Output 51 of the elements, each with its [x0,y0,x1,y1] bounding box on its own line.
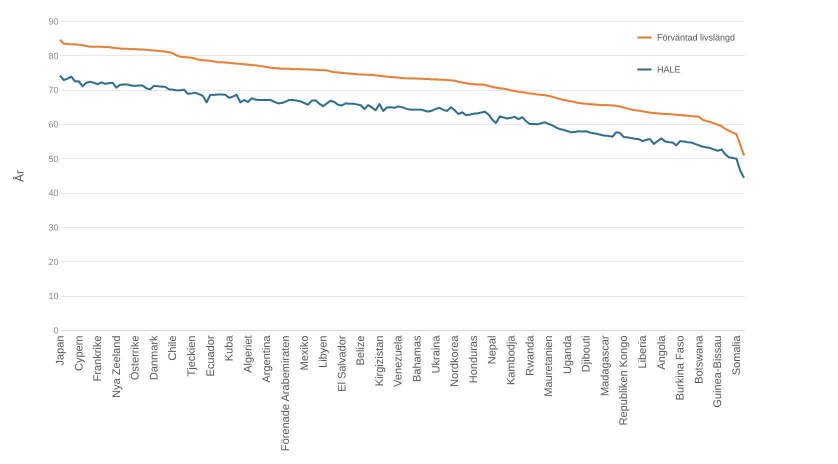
x-tick-label: Uganda [562,334,574,374]
x-tick-label: Mauretanien [543,336,556,397]
x-tick-label: Bahamas [412,335,424,382]
x-tick-label: Kambodja [505,334,518,386]
y-tick-label: 70 [48,85,58,96]
x-tick-label: Tjeckien [186,336,198,376]
legend-label: HALE [657,64,681,74]
x-tick-label: Belize [355,336,368,366]
x-tick-label: Österrike [128,336,142,380]
x-tick-label: Libyen [318,336,330,368]
x-tick-label: Somalia [730,334,743,376]
x-tick-label: Kuba [224,334,236,362]
x-tick-label: Nya Zeeland [110,336,123,398]
x-tick-label: Republiken Kongo [618,336,630,426]
x-tick-label: Förenade Arabemiraten [280,336,292,452]
x-tick-label: Honduras [468,335,480,384]
x-tick-label: El Salvador [336,335,348,392]
x-tick-label: Botswana [693,334,706,384]
x-tick-label: Chile [167,336,180,361]
y-tick-label: 60 [48,120,58,130]
y-tick-label: 0 [53,326,58,336]
x-tick-label: Nepal [486,336,499,364]
y-tick-label: 10 [48,291,58,302]
x-tick-label: Burkina Faso [674,336,687,400]
y-axis-title: År [12,170,26,182]
x-tick-label: Algeriet [242,336,254,373]
x-tick-label: Cypern [73,336,86,371]
y-tick-label: 90 [48,16,58,26]
x-tick-label: Frankrike [92,336,104,382]
x-tick-label: Liberia [637,334,650,369]
legend-label: Förväntad livslängd [657,32,736,42]
y-tick-label: 40 [48,188,58,198]
x-tick-label: Japan [54,336,66,366]
x-tick-label: Rwanda [524,334,536,376]
x-tick-label: Danmark [148,335,160,380]
x-tick-label: Ecuador [204,335,217,376]
x-tick-label: Nordkorea [449,334,462,387]
y-tick-label: 30 [48,222,58,232]
y-tick-label: 80 [48,50,58,61]
x-tick-label: Argentina [261,334,274,383]
line-series [59,74,745,179]
x-tick-label: Mexiko [298,336,311,370]
x-tick-label: Venezuela [392,334,405,387]
x-tick-label: Djibouti [580,336,593,372]
y-tick-label: 20 [48,256,58,267]
x-tick-label: Ukraina [430,334,442,374]
x-tick-label: Angola [656,334,668,370]
x-tick-label: Kirgizistan [374,336,386,386]
x-tick-label: Madagascar [599,335,612,396]
x-tick-label: Guinea-Bissau [712,336,724,408]
y-tick-label: 50 [48,154,58,164]
